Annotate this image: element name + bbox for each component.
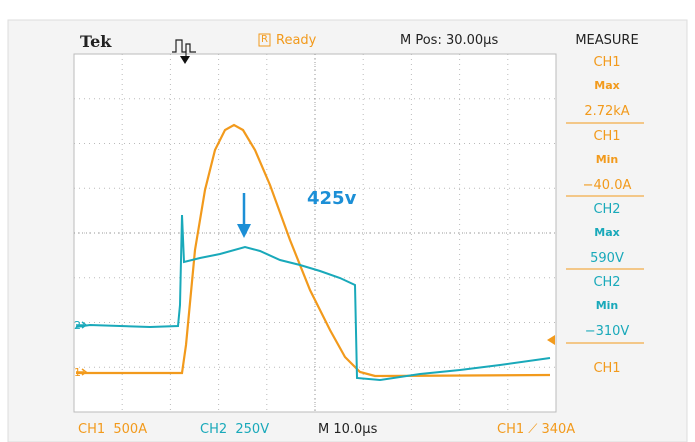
measure-channel: CH2 <box>593 202 621 217</box>
measure-stat: Max <box>594 79 620 92</box>
annotation-arrowhead <box>237 224 251 238</box>
status-icon: R <box>261 34 268 45</box>
measure-channel: CH2 <box>593 275 621 290</box>
measure-channel: CH1 <box>593 129 621 144</box>
measure-value: 2.72kA <box>584 104 630 119</box>
trigger-pos <box>180 56 190 64</box>
measure-value: −40.0A <box>582 178 632 193</box>
footer-time: M 10.0µs <box>318 422 378 437</box>
measure-title: MEASURE <box>575 33 639 48</box>
measure-stat: Max <box>594 226 620 239</box>
footer-ch1: CH1 500A <box>78 422 148 437</box>
ch1-trace <box>76 123 551 378</box>
measure-channel: CH1 <box>593 361 621 376</box>
brand: Tek <box>80 32 112 51</box>
measure-value: −310V <box>584 324 630 339</box>
marker-ch1: 1 <box>74 366 81 379</box>
measure-stat: Min <box>595 299 619 312</box>
measure-channel: CH1 <box>593 55 621 70</box>
trigger-icon <box>172 39 196 53</box>
measure-separators <box>566 122 644 344</box>
measure-value: 590V <box>590 251 624 266</box>
annotation: 425v <box>307 188 357 209</box>
measure-stat: Min <box>595 153 619 166</box>
marker-ch2: 2 <box>74 319 81 332</box>
ch2-trace <box>75 214 551 382</box>
footer-trigger: CH1 ⟋ 340A <box>497 422 576 437</box>
ready-icon-box <box>258 33 271 47</box>
status: Ready <box>276 33 317 48</box>
footer-ch2: CH2 250V <box>200 422 270 437</box>
position: M Pos: 30.00µs <box>400 33 499 48</box>
trigger-level <box>547 335 555 345</box>
